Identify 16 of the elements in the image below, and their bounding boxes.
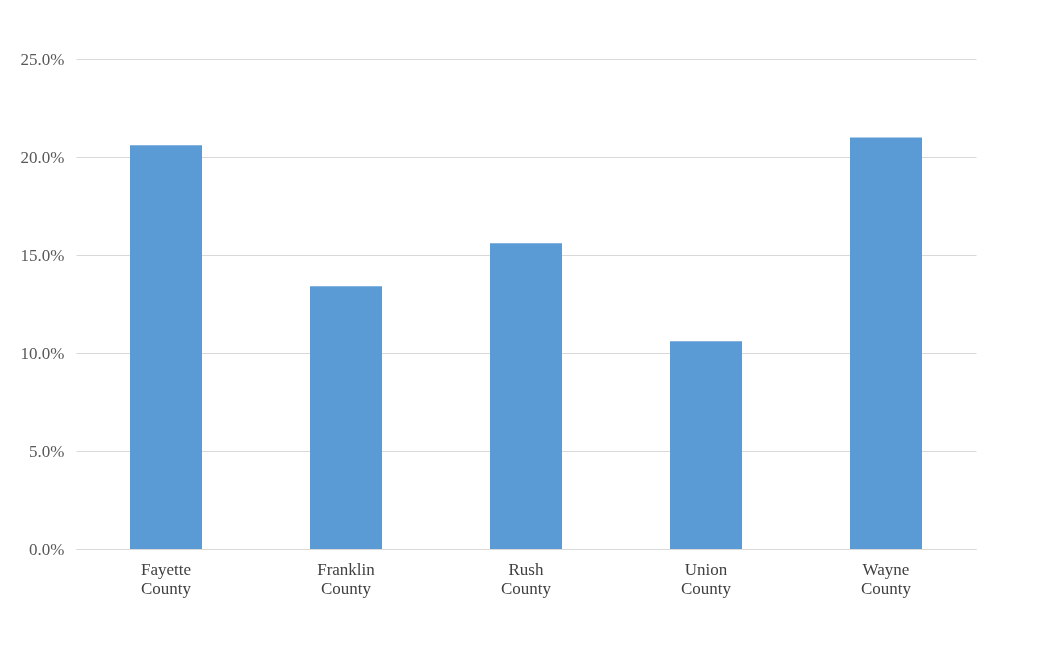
y-tick-label: 5.0%	[29, 441, 65, 461]
bar	[490, 243, 562, 549]
y-tick-label: 25.0%	[20, 49, 65, 69]
y-tick-label: 20.0%	[20, 147, 65, 167]
x-tick-label: Union County	[680, 559, 732, 598]
bar	[670, 341, 742, 549]
bar	[310, 286, 382, 549]
x-tick-label: Wayne County	[860, 559, 912, 598]
x-tick-label: Franklin County	[317, 559, 376, 598]
bar	[130, 145, 202, 549]
y-tick-label: 10.0%	[20, 343, 65, 363]
y-tick-label: 15.0%	[20, 245, 65, 265]
x-tick-label: Rush County	[500, 559, 552, 598]
y-tick-label: 0.0%	[29, 539, 65, 559]
bar	[850, 137, 922, 549]
x-tick-label: Fayette County	[140, 559, 192, 598]
